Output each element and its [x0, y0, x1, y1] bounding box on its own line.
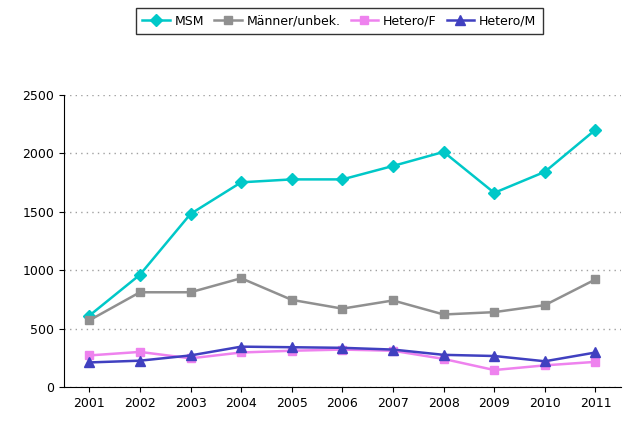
Männer/unbek.	[591, 277, 599, 282]
MSM	[86, 313, 93, 318]
MSM	[389, 163, 397, 169]
Hetero/F	[288, 348, 296, 353]
Hetero/F	[339, 347, 346, 352]
Line: Männer/unbek.: Männer/unbek.	[85, 274, 600, 325]
Männer/unbek.	[490, 310, 498, 315]
Männer/unbek.	[541, 303, 548, 308]
Hetero/M	[339, 345, 346, 350]
Hetero/F	[237, 350, 245, 355]
Hetero/M	[288, 345, 296, 350]
Hetero/M	[490, 353, 498, 359]
Männer/unbek.	[187, 290, 195, 295]
MSM	[288, 177, 296, 182]
MSM	[187, 211, 195, 216]
Hetero/M	[389, 347, 397, 352]
Männer/unbek.	[288, 297, 296, 302]
Hetero/F	[490, 368, 498, 373]
Männer/unbek.	[440, 312, 447, 317]
Hetero/M	[187, 353, 195, 358]
Hetero/M	[86, 360, 93, 365]
Line: MSM: MSM	[85, 126, 600, 320]
MSM	[440, 149, 447, 154]
Männer/unbek.	[339, 306, 346, 311]
Hetero/F	[541, 363, 548, 368]
Line: Hetero/M: Hetero/M	[84, 342, 600, 367]
MSM	[237, 180, 245, 185]
Hetero/F	[389, 348, 397, 353]
Hetero/F	[136, 349, 144, 354]
Line: Hetero/F: Hetero/F	[85, 345, 600, 374]
Männer/unbek.	[389, 298, 397, 303]
MSM	[490, 190, 498, 195]
Männer/unbek.	[86, 318, 93, 323]
Hetero/F	[86, 353, 93, 358]
MSM	[136, 272, 144, 277]
Hetero/M	[591, 350, 599, 355]
Männer/unbek.	[136, 290, 144, 295]
Hetero/M	[237, 344, 245, 349]
MSM	[591, 127, 599, 132]
Legend: MSM, Männer/unbek., Hetero/F, Hetero/M: MSM, Männer/unbek., Hetero/F, Hetero/M	[136, 9, 543, 34]
Hetero/F	[440, 356, 447, 362]
MSM	[339, 177, 346, 182]
Männer/unbek.	[237, 276, 245, 281]
Hetero/F	[187, 356, 195, 361]
Hetero/M	[440, 352, 447, 357]
Hetero/F	[591, 359, 599, 365]
MSM	[541, 169, 548, 175]
Hetero/M	[541, 359, 548, 364]
Hetero/M	[136, 358, 144, 363]
